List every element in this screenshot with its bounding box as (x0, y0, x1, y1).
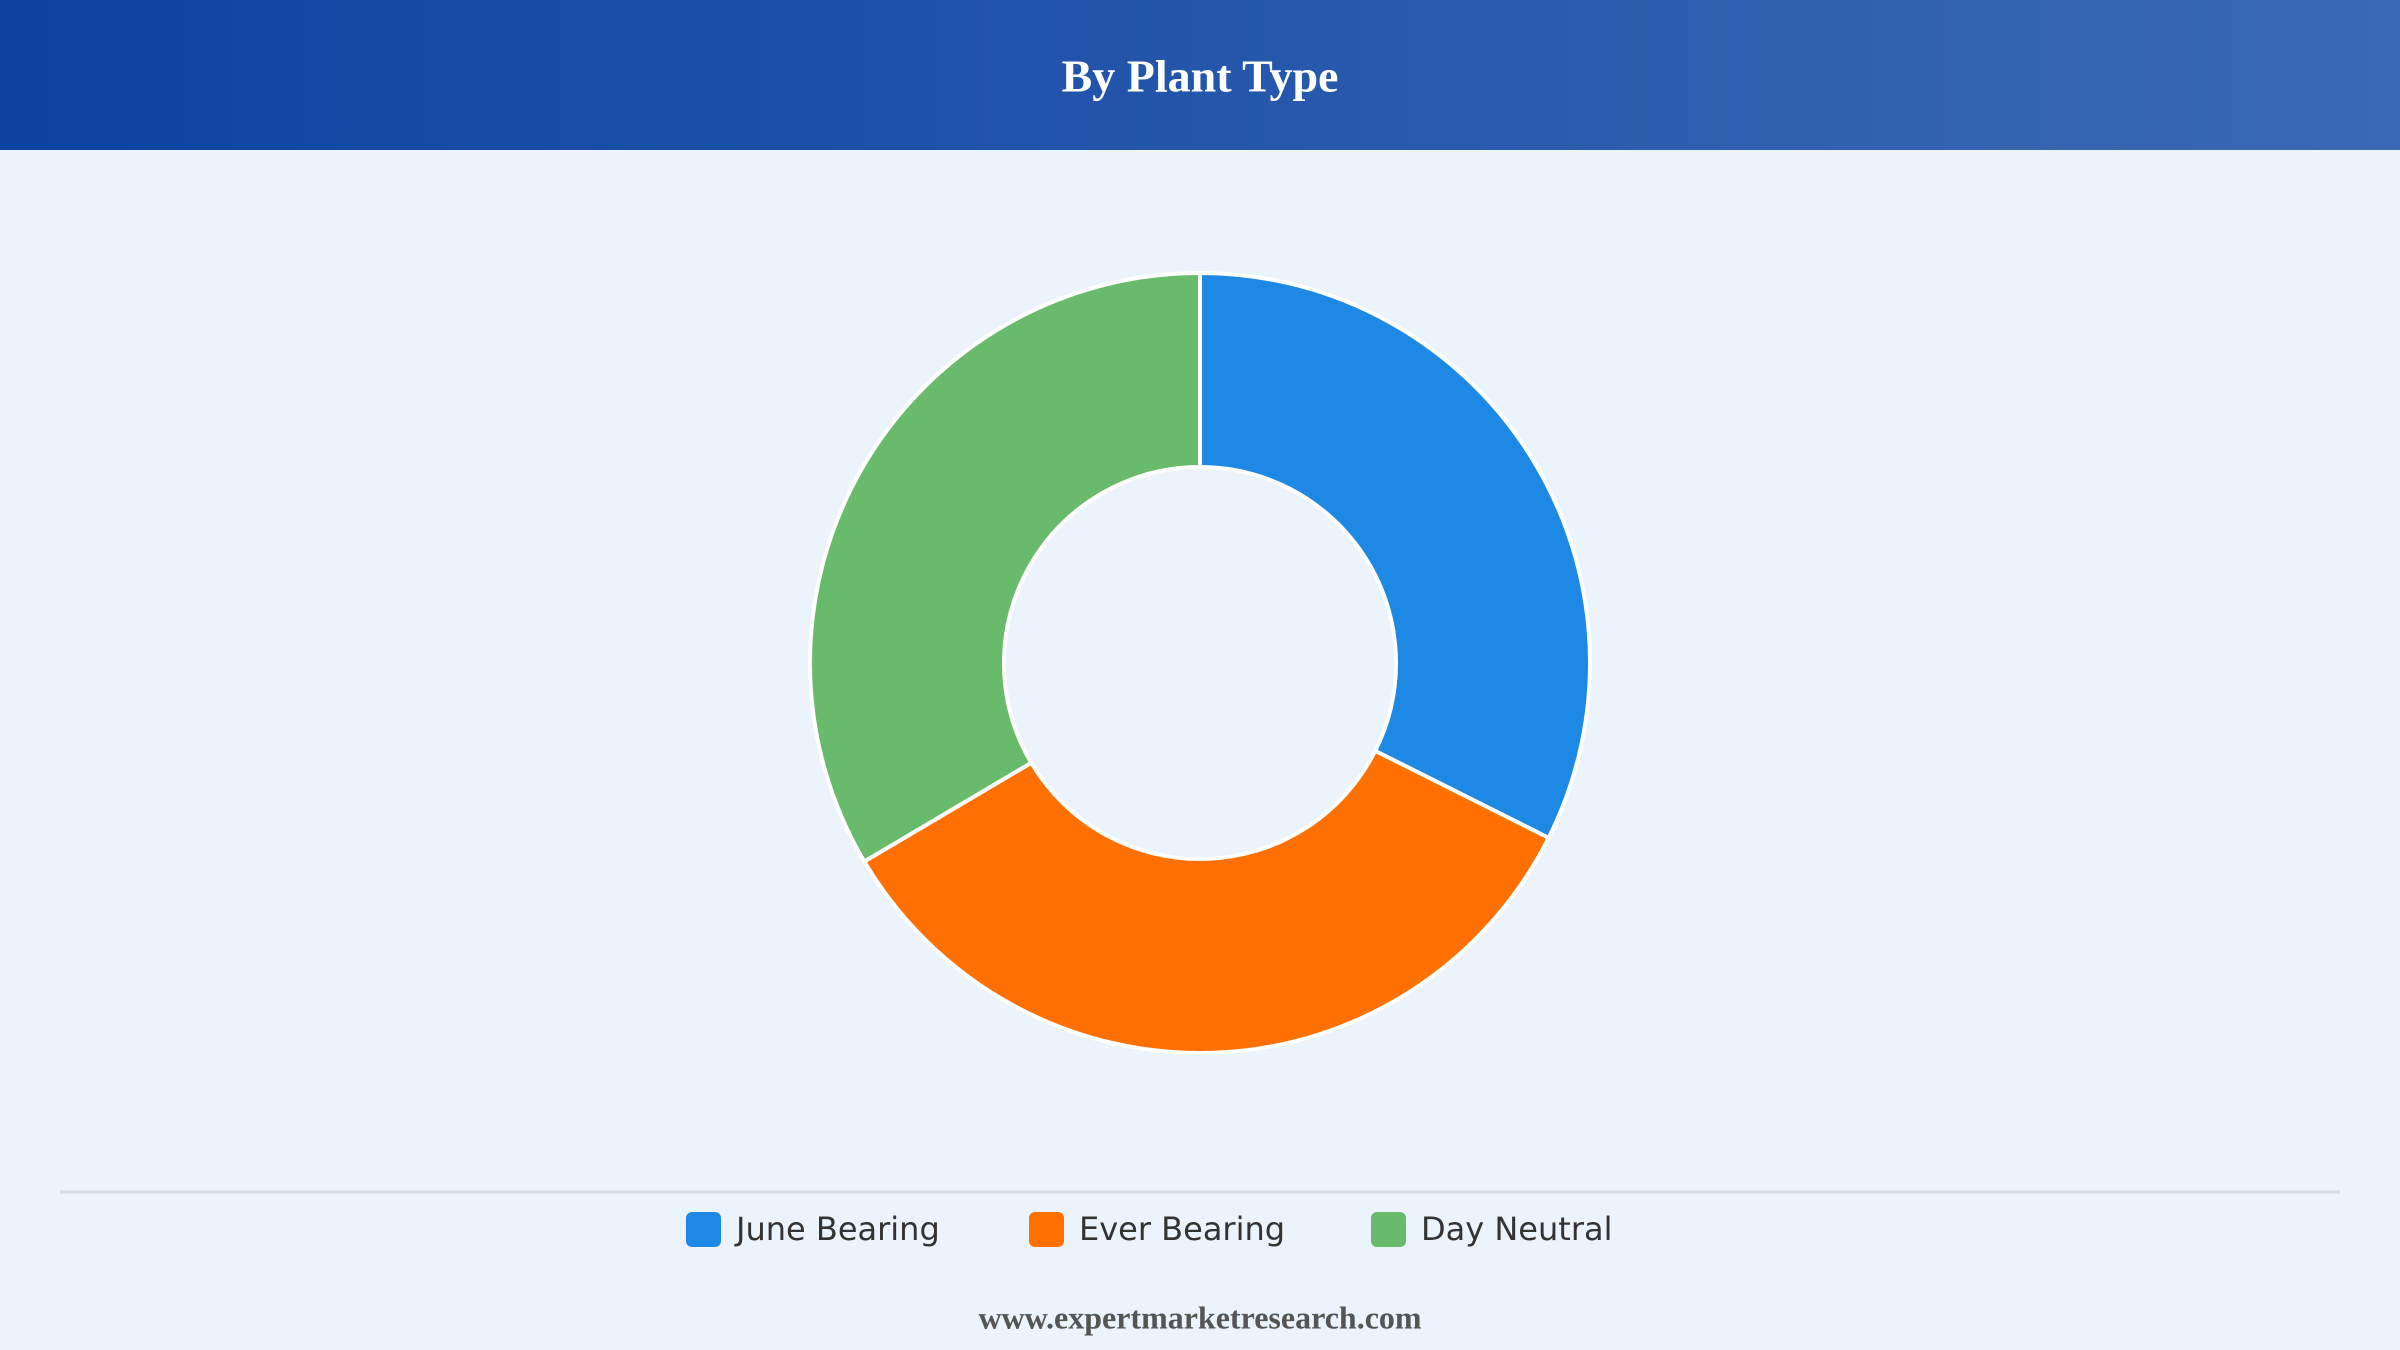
legend-label: June Bearing (734, 1210, 940, 1248)
legend-swatch (686, 1212, 721, 1247)
legend-swatch (1029, 1212, 1064, 1247)
donut-segment (808, 270, 1202, 865)
donut-segment (1198, 270, 1592, 841)
legend-swatch (1371, 1212, 1406, 1247)
header-bar (0, 0, 2400, 150)
legend-label: Ever Bearing (1079, 1210, 1285, 1248)
donut-segment (861, 748, 1552, 1055)
chart-title: By Plant Type (1062, 51, 1339, 102)
legend-label: Day Neutral (1421, 1210, 1612, 1248)
source: www.expertmarketresearch.com (978, 1299, 1421, 1335)
